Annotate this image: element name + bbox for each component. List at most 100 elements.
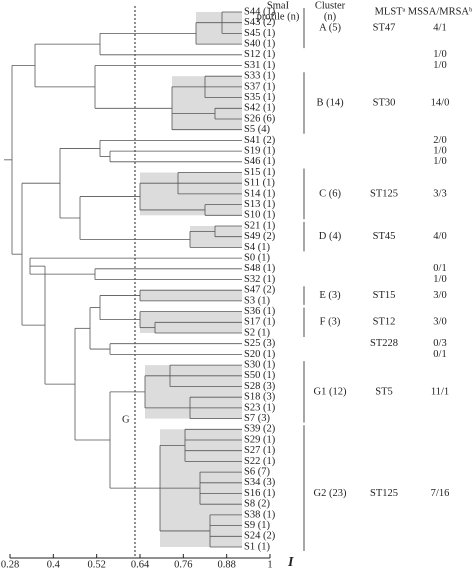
leaf-label: S15 (1) [244,167,276,178]
leaf-label: S50 (1) [244,370,276,381]
ratio-label: 4/1 [433,22,446,33]
mlst-label: ST5 [375,386,393,397]
x-tick-label: 0.88 [217,559,235,570]
mlst-label: ST30 [373,97,396,108]
leaf-label: S19 (1) [244,146,276,157]
mlst-label: ST15 [373,290,396,301]
mlst-label: ST47 [373,22,396,33]
leaf-label: S4 (1) [244,242,270,253]
leaf-label: S40 (1) [244,39,276,50]
ratio-label: 1/0 [433,146,446,157]
x-tick-label: 0.76 [174,559,192,570]
leaf-label: S45 (1) [244,28,276,39]
dendrogram [4,11,242,548]
cluster-label: G1 (12) [314,386,347,397]
header: (n) [324,11,337,22]
leaf-label: S14 (1) [244,188,276,199]
leaf-label: S24 (2) [244,531,276,542]
leaf-label: S43 (2) [244,17,276,28]
leaf-label: S36 (1) [244,306,276,317]
leaf-label: S18 (3) [244,392,276,403]
cluster-label: B (14) [316,97,344,108]
cluster-shade [140,290,242,301]
leaf-label: S49 (2) [244,231,276,242]
leaf-label: S35 (1) [244,92,276,103]
leaf-label: S3 (1) [244,295,270,306]
header: MLSTᵃ [375,6,406,17]
leaf-label: S11 (1) [244,178,275,189]
ratio-label: 0/1 [433,349,446,360]
cluster-label: G2 (23) [314,488,347,499]
mlst-label: ST125 [370,488,398,499]
leaf-label: S9 (1) [244,520,270,531]
cluster-label: E (3) [319,290,341,301]
leaf-label: S10 (1) [244,210,276,221]
leaf-label: S25 (3) [244,338,276,349]
cluster-label: D (4) [319,231,342,242]
ratio-label: 4/0 [433,231,446,242]
leaf-label: S33 (1) [244,71,276,82]
x-tick-label: 0.52 [87,559,105,570]
ratio-label: 3/0 [433,317,446,328]
header: profile (n) [257,11,300,22]
ratio-label: 1/0 [433,156,446,167]
header: SmaI [267,0,290,11]
ratio-label: 1/0 [433,274,446,285]
ratio-label: 7/16 [431,488,450,499]
mlst-label: ST12 [373,317,396,328]
cluster-label: A (5) [319,22,341,33]
leaf-label: S27 (1) [244,445,276,456]
cluster-label: F (3) [320,317,341,328]
leaf-label: S5 (4) [244,124,270,135]
cluster-shade [172,76,242,130]
leaf-label: S37 (1) [244,81,276,92]
ratio-label: 1/0 [433,60,446,71]
leaf-label: S8 (2) [244,499,270,510]
leaf-label: S42 (1) [244,103,276,114]
leaf-label: S44 (1) [244,6,276,17]
leaf-label: S39 (2) [244,424,276,435]
leaf-label: S23 (1) [244,402,276,413]
x-tick-label: 0.64 [131,559,150,570]
leaf-label: S7 (3) [244,413,270,424]
leaf-label: S20 (1) [244,349,276,360]
leaf-label: S46 (1) [244,156,276,167]
mlst-label: ST125 [370,188,398,199]
mlst-label: ST228 [370,338,398,349]
ratio-label: 3/3 [433,188,446,199]
leaf-label: S17 (1) [244,317,276,328]
leaf-label: S32 (1) [244,274,276,285]
ratio-label: 11/1 [431,386,449,397]
axis-label: I [287,555,294,570]
ratio-label: 1/0 [433,49,446,60]
ratio-label: 0/3 [433,338,446,349]
leaf-label: S13 (1) [244,199,276,210]
leaf-label: S21 (1) [244,220,276,231]
cluster-shade [145,365,242,419]
leaf-label: S22 (1) [244,456,276,467]
x-tick-label: 0.4 [47,559,61,570]
leaf-label: S6 (7) [244,467,270,478]
ratio-label: 0/1 [433,263,446,274]
leaf-label: S31 (1) [244,60,276,71]
leaf-label: S38 (1) [244,509,276,520]
leaf-label: S48 (1) [244,263,276,274]
cluster-shade [196,12,242,45]
leaf-label: S29 (1) [244,434,276,445]
group-label: G [122,414,130,425]
leaf-label: S2 (1) [244,327,270,338]
leaf-label: S28 (3) [244,381,276,392]
ratio-label: 14/0 [431,97,450,108]
leaf-label: S26 (6) [244,113,276,124]
header: Cluster [315,0,346,11]
x-tick-label: 1 [267,559,272,570]
cluster-label: C (6) [319,188,341,199]
leaf-label: S41 (2) [244,135,276,146]
leaf-label: S1 (1) [244,541,270,552]
leaf-label: S16 (1) [244,488,276,499]
leaf-label: S34 (3) [244,477,276,488]
ratio-label: 2/0 [433,135,446,146]
leaf-label: S0 (1) [244,253,270,264]
leaf-label: S12 (1) [244,49,276,60]
